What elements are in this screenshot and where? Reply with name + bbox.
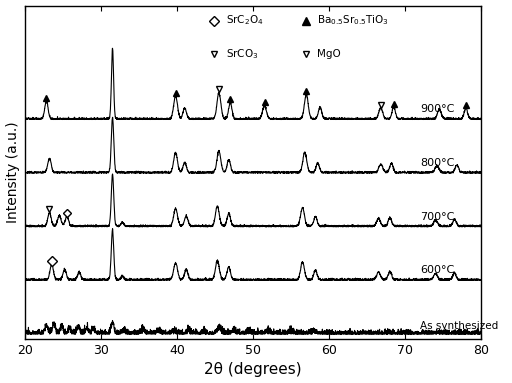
Text: MgO: MgO xyxy=(317,49,340,59)
Text: Ba$_{0.5}$Sr$_{0.5}$TiO$_3$: Ba$_{0.5}$Sr$_{0.5}$TiO$_3$ xyxy=(317,14,389,28)
X-axis label: 2θ (degrees): 2θ (degrees) xyxy=(204,362,302,377)
Text: As synthesized: As synthesized xyxy=(420,321,499,331)
Text: 600°C: 600°C xyxy=(420,265,455,275)
Text: SrC$_2$O$_4$: SrC$_2$O$_4$ xyxy=(226,14,263,28)
Y-axis label: Intensity (a.u.): Intensity (a.u.) xyxy=(6,121,19,223)
Text: 800°C: 800°C xyxy=(420,158,455,168)
Text: 700°C: 700°C xyxy=(420,212,455,222)
Text: 900°C: 900°C xyxy=(420,105,455,115)
Text: SrCO$_3$: SrCO$_3$ xyxy=(226,47,258,61)
